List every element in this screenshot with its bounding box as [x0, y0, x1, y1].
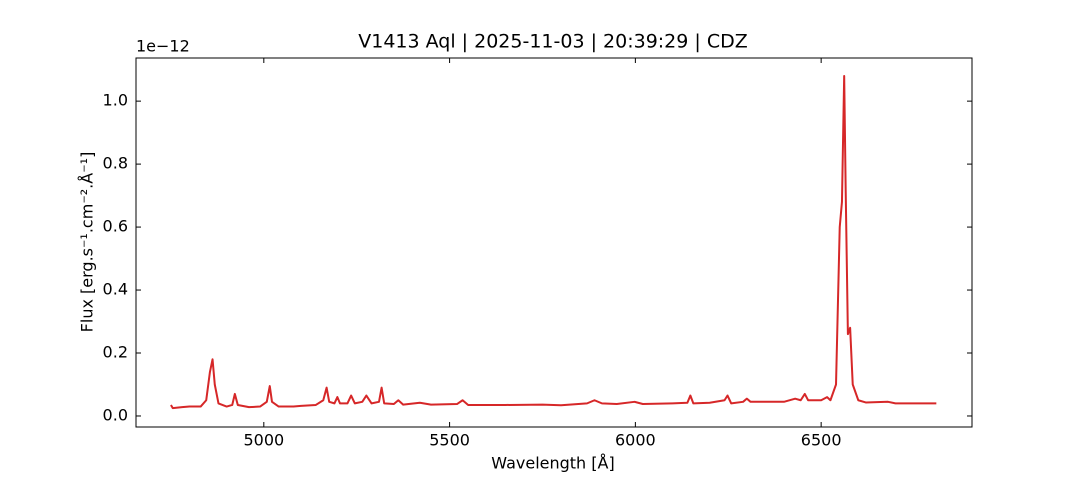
spectrum-line	[170, 74, 937, 410]
x-tick-label: 6000	[615, 431, 656, 450]
y-tick-label: 0.6	[103, 217, 128, 236]
y-axis-label: Flux [erg.s⁻¹.cm⁻².Å⁻¹]	[78, 152, 97, 333]
offset-text: 1e−12	[136, 37, 190, 56]
x-axis-label: Wavelength [Å]	[491, 454, 614, 473]
y-tick-label: 1.0	[103, 91, 128, 110]
y-tick-label: 0.2	[103, 343, 128, 362]
y-tick-label: 0.8	[103, 154, 128, 173]
plot-frame	[135, 57, 973, 428]
x-tick-label: 6500	[801, 431, 842, 450]
y-tick-label: 0.4	[103, 280, 128, 299]
chart-title: V1413 Aql | 2025-11-03 | 20:39:29 | CDZ	[358, 31, 748, 53]
y-tick-label: 0.0	[103, 405, 128, 424]
x-tick-label: 5000	[243, 431, 284, 450]
x-tick-label: 5500	[429, 431, 470, 450]
